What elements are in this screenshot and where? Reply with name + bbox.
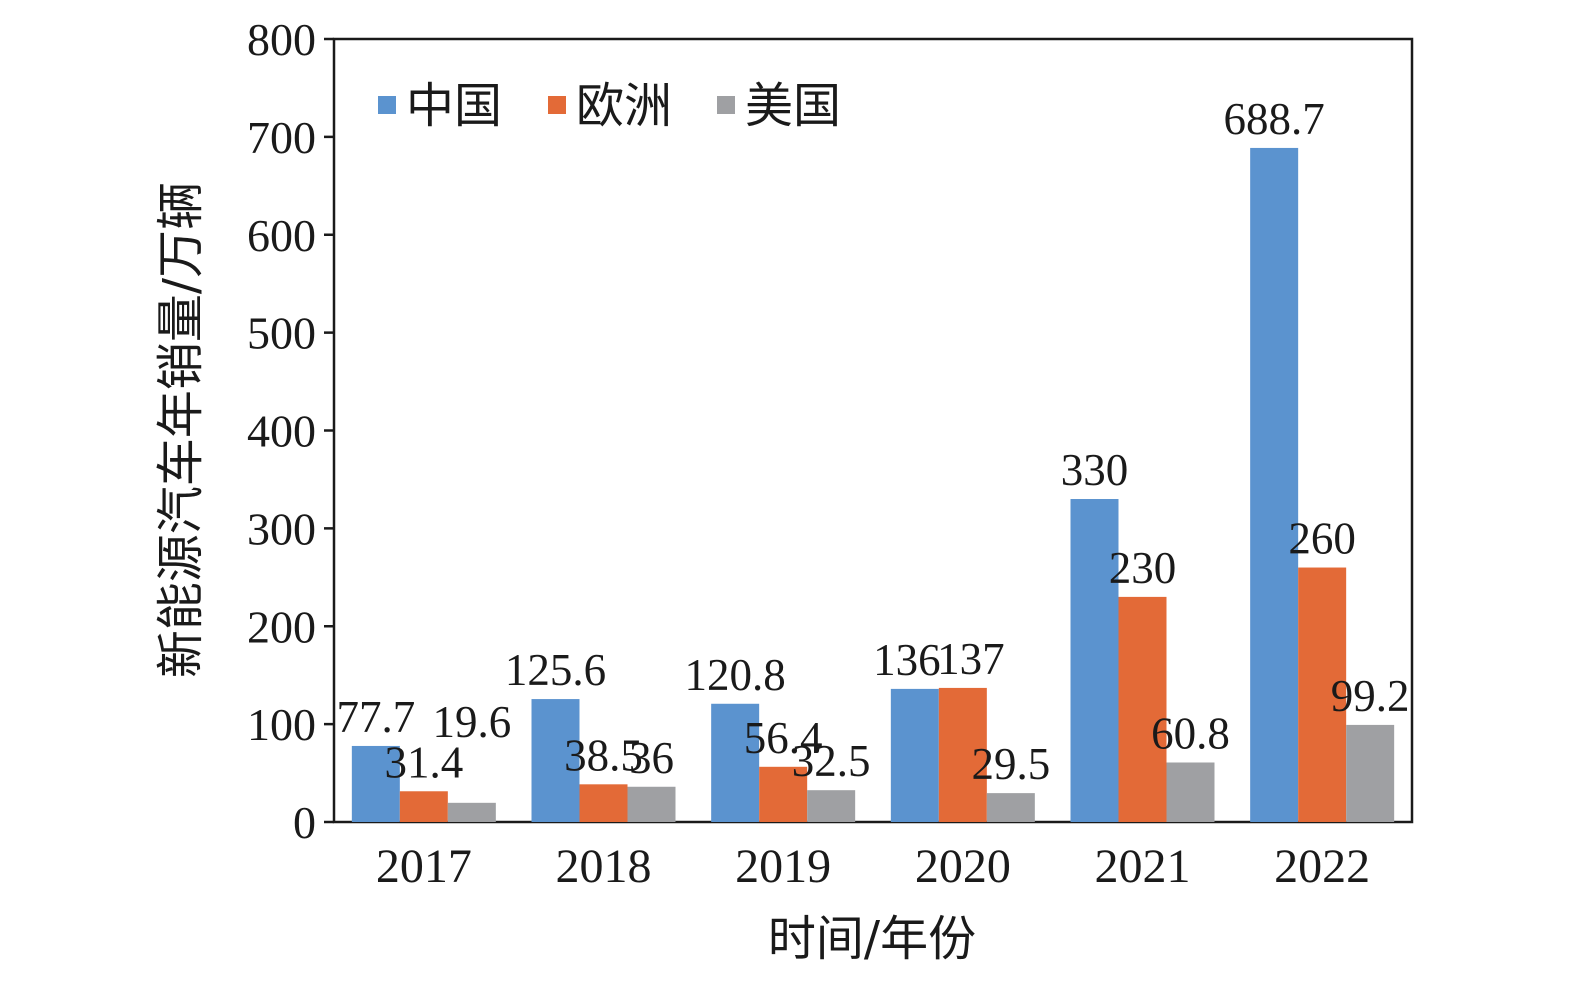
legend: 中国 欧洲 美国 (378, 78, 841, 134)
x-category-label: 2017 (376, 840, 472, 893)
y-tick-label: 200 (247, 601, 316, 652)
bar-3-2018 (627, 786, 676, 822)
data-labels-group: 77.7 125.6 120.8 136 330 688.7 31.4 38.5 56.4 137… (336, 94, 1409, 789)
y-tick-label: 400 (247, 406, 316, 457)
bar-3-2019 (807, 790, 856, 822)
legend-label: 美国 (745, 78, 841, 134)
y-tick-label: 700 (247, 112, 316, 163)
y-tick-label: 600 (247, 210, 316, 261)
bar-1-2019 (711, 703, 760, 822)
data-label: 688.7 (1224, 94, 1325, 144)
x-axis-title: 时间/年份 (768, 911, 976, 967)
x-category-label: 2019 (735, 840, 831, 893)
x-axis: 2017 2018 2019 2020 2021 2022 (376, 840, 1370, 893)
bar-3-2021 (1166, 762, 1215, 822)
x-category-label: 2018 (556, 840, 652, 893)
bar-2-2017 (399, 791, 448, 822)
data-label: 60.8 (1151, 708, 1230, 758)
bar-2-2021 (1118, 596, 1167, 822)
bar-3-2017 (447, 802, 496, 822)
data-label: 260 (1288, 514, 1356, 564)
legend-label: 欧洲 (576, 78, 672, 134)
legend-swatch (548, 96, 566, 114)
legend-swatch (717, 96, 735, 114)
legend-swatch (378, 96, 396, 114)
bar-1-2022 (1250, 147, 1299, 822)
data-label: 31.4 (384, 737, 463, 787)
data-label: 230 (1109, 543, 1177, 593)
bars-group (351, 147, 1395, 822)
bar-2-2020 (938, 687, 987, 822)
x-category-label: 2020 (915, 840, 1011, 893)
bar-1-2021 (1070, 499, 1119, 822)
data-label: 38.5 (564, 730, 643, 780)
data-label: 120.8 (685, 650, 786, 700)
data-label: 136 (873, 635, 941, 685)
y-axis-title: 新能源汽车年销量/万辆 (153, 182, 209, 678)
data-label: 330 (1061, 445, 1129, 495)
bar-2-2018 (579, 784, 628, 822)
y-tick-label: 300 (247, 503, 316, 554)
bar-1-2020 (890, 688, 939, 822)
x-category-label: 2021 (1095, 840, 1191, 893)
data-label: 32.5 (792, 736, 871, 786)
bar-1-2018 (531, 699, 580, 822)
data-label: 29.5 (971, 739, 1050, 789)
y-tick-label: 100 (247, 699, 316, 750)
y-tick-label: 500 (247, 308, 316, 359)
data-label: 19.6 (432, 697, 511, 747)
bar-2-2019 (759, 766, 808, 822)
bar-2-2022 (1298, 567, 1347, 822)
y-tick-label: 0 (293, 797, 316, 848)
y-axis: 0 100 200 300 400 500 600 700 800 (247, 14, 334, 848)
bar-3-2020 (986, 793, 1035, 822)
data-label: 99.2 (1331, 671, 1410, 721)
data-label: 56.4 (744, 713, 823, 763)
data-label: 77.7 (336, 692, 415, 742)
bar-3-2022 (1346, 724, 1395, 822)
data-label: 137 (937, 634, 1005, 684)
y-tick-label: 800 (247, 14, 316, 65)
x-category-label: 2022 (1274, 840, 1370, 893)
data-label: 125.6 (505, 645, 606, 695)
data-label: 36 (629, 733, 674, 783)
legend-label: 中国 (406, 78, 502, 134)
bar-1-2017 (351, 745, 400, 822)
